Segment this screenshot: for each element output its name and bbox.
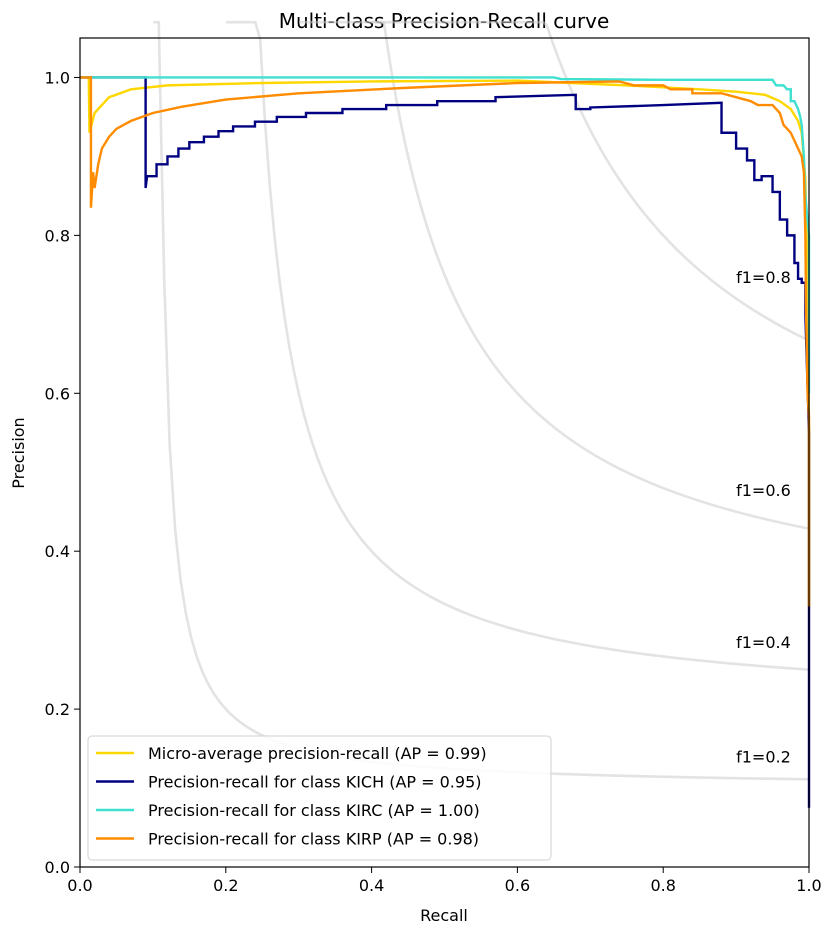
x-axis-label: Recall <box>420 906 468 925</box>
legend: Micro-average precision-recall (AP = 0.9… <box>87 735 552 861</box>
x-tick-label-2: 0.4 <box>359 876 384 895</box>
series-line-1 <box>80 76 811 808</box>
x-tick-label-5: 1.0 <box>796 876 821 895</box>
legend-label-2: Precision-recall for class KIRC (AP = 1.… <box>148 801 480 820</box>
iso-f1-curves: f1=0.2 f1=0.4 f1=0.6 f1=0.8 <box>153 20 810 781</box>
series-line-3 <box>80 76 811 607</box>
legend-box <box>87 735 552 861</box>
legend-label-3: Precision-recall for class KIRP (AP = 0.… <box>148 830 479 849</box>
iso-f1-label-2: f1=0.6 <box>736 481 791 500</box>
x-tick-label-1: 0.2 <box>213 876 238 895</box>
y-tick-label-3: 0.6 <box>45 384 70 403</box>
series-line-2 <box>80 76 811 394</box>
iso-f1-label-0: f1=0.2 <box>736 747 791 766</box>
iso-f1-curve-0 <box>153 20 810 781</box>
y-tick-label-1: 0.2 <box>45 700 70 719</box>
x-tick-label-4: 0.8 <box>650 876 675 895</box>
iso-f1-curve-1 <box>226 20 810 671</box>
iso-f1-label-1: f1=0.4 <box>736 633 791 652</box>
series-lines <box>80 76 811 808</box>
y-axis-label: Precision <box>9 417 28 488</box>
x-axis-ticks: 0.0 0.2 0.4 0.6 0.8 1.0 <box>67 867 822 895</box>
legend-label-1: Precision-recall for class KICH (AP = 0.… <box>148 773 481 792</box>
plot-frame <box>79 37 810 868</box>
iso-f1-curve-2 <box>299 20 810 530</box>
y-tick-label-5: 1.0 <box>45 68 70 87</box>
y-tick-label-2: 0.4 <box>45 542 70 561</box>
iso-f1-curve-3 <box>371 20 810 342</box>
y-tick-label-0: 0.0 <box>45 858 70 877</box>
legend-label-0: Micro-average precision-recall (AP = 0.9… <box>148 744 487 763</box>
y-tick-label-4: 0.8 <box>45 226 70 245</box>
y-axis-ticks: 0.0 0.2 0.4 0.6 0.8 1.0 <box>45 68 80 877</box>
iso-f1-label-3: f1=0.8 <box>736 268 791 287</box>
x-tick-label-0: 0.0 <box>67 876 92 895</box>
x-tick-label-3: 0.6 <box>505 876 530 895</box>
series-line-0 <box>80 76 811 607</box>
